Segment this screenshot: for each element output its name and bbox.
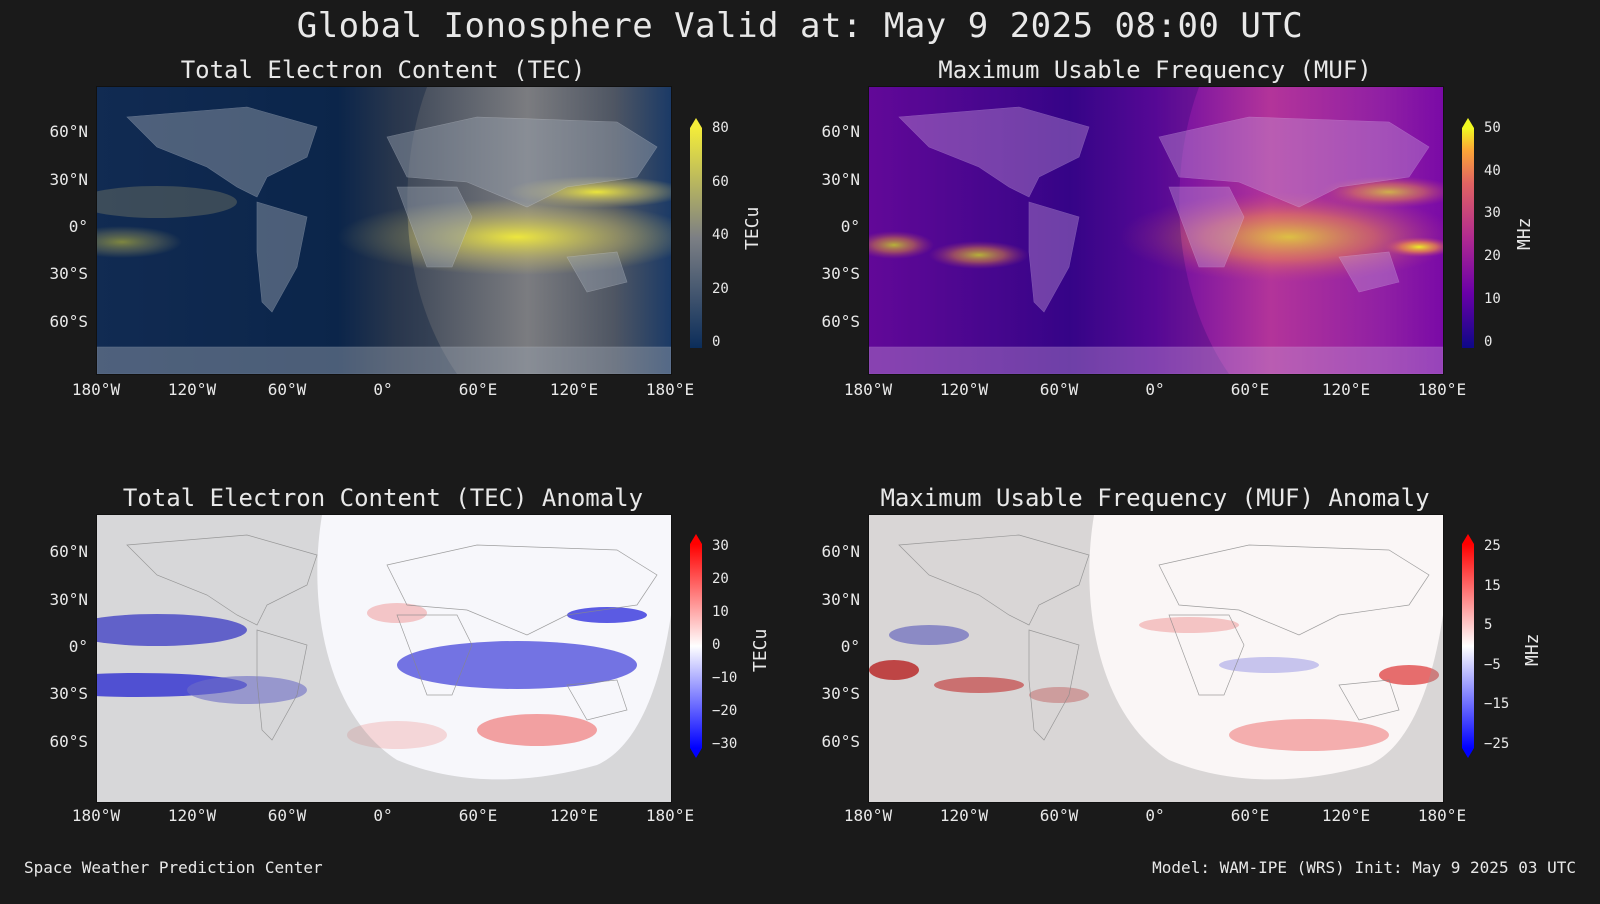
tec-anomaly-tick-neg20: −20 xyxy=(712,703,738,719)
muf-tick-10: 10 xyxy=(1484,291,1501,307)
lat-label-60s: 60°S xyxy=(821,732,860,751)
muf-tick-30: 30 xyxy=(1484,205,1501,221)
lat-label-60s: 60°S xyxy=(821,312,860,331)
lon-label-120w: 120°W xyxy=(939,806,989,825)
muf-unit: MHz xyxy=(1514,217,1535,250)
muf-anomaly-tick-neg25: −25 xyxy=(1484,736,1510,752)
footer-model-info: Model: WAM-IPE (WRS) Init: May 9 2025 03… xyxy=(1152,858,1576,877)
lon-label-60e: 60°E xyxy=(458,380,498,399)
lat-label-60s: 60°S xyxy=(49,732,88,751)
tec-unit: TECu xyxy=(742,206,763,250)
lon-label-180e: 180°E xyxy=(645,806,695,825)
muf-anomaly-tick-25: 25 xyxy=(1484,538,1501,554)
page-title: Global Ionosphere Valid at: May 9 2025 0… xyxy=(296,6,1304,46)
lat-label-60n: 60°N xyxy=(821,122,860,141)
lat-label-0: 0° xyxy=(68,217,88,236)
muf-map xyxy=(868,86,1444,375)
tec-anomaly-tick-neg30: −30 xyxy=(712,736,738,752)
tec-anomaly-panel: Total Electron Content (TEC) Anomaly 60°… xyxy=(0,484,780,904)
lon-label-120w: 120°W xyxy=(167,380,217,399)
tec-anomaly-colorbar xyxy=(690,534,702,758)
lon-label-180w: 180°W xyxy=(71,380,121,399)
lon-label-120e: 120°E xyxy=(1321,380,1371,399)
lon-label-180e: 180°E xyxy=(645,380,695,399)
lon-label-180w: 180°W xyxy=(843,380,893,399)
lon-label-60w: 60°W xyxy=(267,806,307,825)
tec-tick-60: 60 xyxy=(712,174,729,190)
footer-source: Space Weather Prediction Center xyxy=(24,858,323,877)
muf-anomaly-panel-title: Maximum Usable Frequency (MUF) Anomaly xyxy=(880,484,1430,512)
tec-panel: Total Electron Content (TEC) xyxy=(0,56,780,476)
muf-anomaly-colorbar xyxy=(1462,534,1474,758)
tec-anomaly-tick-10: 10 xyxy=(712,604,729,620)
tec-map xyxy=(96,86,672,375)
lat-label-0: 0° xyxy=(840,637,860,656)
lon-label-120e: 120°E xyxy=(1321,806,1371,825)
muf-anomaly-unit: MHz xyxy=(1522,633,1543,666)
lat-label-30n: 30°N xyxy=(821,590,860,609)
lat-label-30s: 30°S xyxy=(821,264,860,283)
lat-label-30n: 30°N xyxy=(49,170,88,189)
lon-label-60w: 60°W xyxy=(1039,806,1079,825)
lon-label-0: 0° xyxy=(1145,806,1165,825)
tec-tick-20: 20 xyxy=(712,281,729,297)
tec-tick-0: 0 xyxy=(712,334,721,350)
lat-label-0: 0° xyxy=(840,217,860,236)
muf-panel-title: Maximum Usable Frequency (MUF) xyxy=(938,56,1372,84)
tec-anomaly-tick-0: 0 xyxy=(712,637,721,653)
muf-anomaly-panel: Maximum Usable Frequency (MUF) Anomaly 6… xyxy=(772,484,1552,904)
lat-label-60s: 60°S xyxy=(49,312,88,331)
lon-label-0: 0° xyxy=(1145,380,1165,399)
muf-anomaly-tick-15: 15 xyxy=(1484,578,1501,594)
lon-label-0: 0° xyxy=(373,806,393,825)
lat-label-30n: 30°N xyxy=(821,170,860,189)
lon-label-180w: 180°W xyxy=(843,806,893,825)
muf-anomaly-tick-neg5: −5 xyxy=(1484,657,1501,673)
lon-label-180e: 180°E xyxy=(1417,806,1467,825)
lon-label-60w: 60°W xyxy=(1039,380,1079,399)
tec-tick-40: 40 xyxy=(712,227,729,243)
muf-tick-50: 50 xyxy=(1484,120,1501,136)
lon-label-120e: 120°E xyxy=(549,806,599,825)
lat-label-0: 0° xyxy=(68,637,88,656)
lon-label-60e: 60°E xyxy=(1230,380,1270,399)
lon-label-60e: 60°E xyxy=(1230,806,1270,825)
lat-label-30s: 30°S xyxy=(49,684,88,703)
tec-anomaly-tick-20: 20 xyxy=(712,571,729,587)
muf-anomaly-tick-neg15: −15 xyxy=(1484,696,1510,712)
muf-colorbar xyxy=(1462,118,1474,348)
tec-anomaly-panel-title: Total Electron Content (TEC) Anomaly xyxy=(122,484,644,512)
tec-anomaly-map xyxy=(96,514,672,803)
tec-tick-80: 80 xyxy=(712,120,729,136)
muf-anomaly-map xyxy=(868,514,1444,803)
lat-label-30s: 30°S xyxy=(821,684,860,703)
lat-label-60n: 60°N xyxy=(49,542,88,561)
muf-tick-0: 0 xyxy=(1484,334,1493,350)
lon-label-60e: 60°E xyxy=(458,806,498,825)
lat-label-30s: 30°S xyxy=(49,264,88,283)
lon-label-120w: 120°W xyxy=(939,380,989,399)
tec-colorbar xyxy=(690,118,702,348)
tec-anomaly-tick-30: 30 xyxy=(712,538,729,554)
lon-label-180w: 180°W xyxy=(71,806,121,825)
lat-label-30n: 30°N xyxy=(49,590,88,609)
lon-label-60w: 60°W xyxy=(267,380,307,399)
tec-panel-title: Total Electron Content (TEC) xyxy=(180,56,586,84)
lon-label-180e: 180°E xyxy=(1417,380,1467,399)
lon-label-120w: 120°W xyxy=(167,806,217,825)
muf-panel: Maximum Usable Frequency (MUF) xyxy=(772,56,1552,476)
muf-tick-40: 40 xyxy=(1484,163,1501,179)
lat-label-60n: 60°N xyxy=(49,122,88,141)
tec-anomaly-tick-neg10: −10 xyxy=(712,670,738,686)
lon-label-120e: 120°E xyxy=(549,380,599,399)
lat-label-60n: 60°N xyxy=(821,542,860,561)
tec-anomaly-unit: TECu xyxy=(750,628,771,672)
muf-tick-20: 20 xyxy=(1484,248,1501,264)
muf-anomaly-tick-5: 5 xyxy=(1484,617,1493,633)
lon-label-0: 0° xyxy=(373,380,393,399)
